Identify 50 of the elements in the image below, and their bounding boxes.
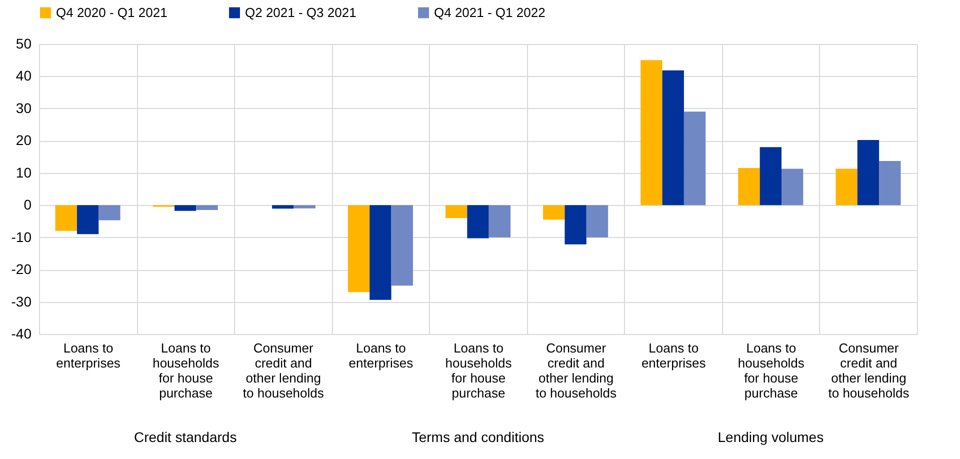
x-tick-label: Loans to households for house purchase xyxy=(152,340,220,400)
x-tick-label: Consumer credit and other lending to households xyxy=(242,340,324,400)
bar xyxy=(836,168,858,206)
bar xyxy=(76,205,99,234)
bar xyxy=(564,205,586,244)
x-tick-label: Loans to enterprises xyxy=(641,340,706,370)
x-tick-label: Loans to households for house purchase xyxy=(445,340,512,400)
bar xyxy=(272,205,294,209)
bar xyxy=(662,70,684,206)
x-tick-label: Loans to enterprises xyxy=(348,340,414,370)
bar xyxy=(640,60,662,206)
y-tick-label: 20 xyxy=(16,132,32,148)
x-tick-label: Consumer credit and other lending to households xyxy=(536,340,618,400)
bar xyxy=(586,205,608,238)
bar xyxy=(98,205,120,220)
bar xyxy=(467,205,489,238)
bar xyxy=(294,205,316,208)
bar xyxy=(782,168,804,206)
y-tick-label: 30 xyxy=(16,100,32,116)
bar xyxy=(684,112,706,206)
y-tick-label: 0 xyxy=(24,196,32,213)
bar xyxy=(879,160,901,206)
bar xyxy=(543,205,565,220)
y-tick-label: 50 xyxy=(16,36,32,52)
bar xyxy=(196,205,218,210)
bar xyxy=(857,140,880,206)
bar xyxy=(55,205,77,231)
bar xyxy=(760,147,782,206)
legend-label: Q4 2021 - Q1 2022 xyxy=(434,4,546,20)
bar xyxy=(445,205,468,218)
text: Lending volumes xyxy=(718,429,824,445)
bar xyxy=(370,205,392,300)
bar xyxy=(391,205,413,286)
legend-label: Q4 2020 - Q1 2021 xyxy=(56,4,168,20)
bar xyxy=(488,205,511,238)
y-tick-label: 40 xyxy=(16,68,32,84)
y-tick-label: 10 xyxy=(16,164,32,180)
x-tick-label: Loans to households for house purchase xyxy=(738,340,805,400)
text: Terms and conditions xyxy=(412,429,544,445)
y-tick-label: -40 xyxy=(11,326,32,342)
y-tick-label: -10 xyxy=(11,228,32,245)
y-tick-label: -30 xyxy=(11,293,32,310)
bar xyxy=(738,168,760,206)
bar xyxy=(348,205,370,292)
y-tick-label: -20 xyxy=(11,261,32,278)
legend-label: Q2 2021 - Q3 2021 xyxy=(245,4,356,20)
text: Credit standards xyxy=(134,429,237,445)
x-tick-label: Loans to enterprises xyxy=(56,340,121,370)
bar xyxy=(174,205,196,211)
x-tick-label: Consumer credit and other lending to households xyxy=(828,340,910,400)
